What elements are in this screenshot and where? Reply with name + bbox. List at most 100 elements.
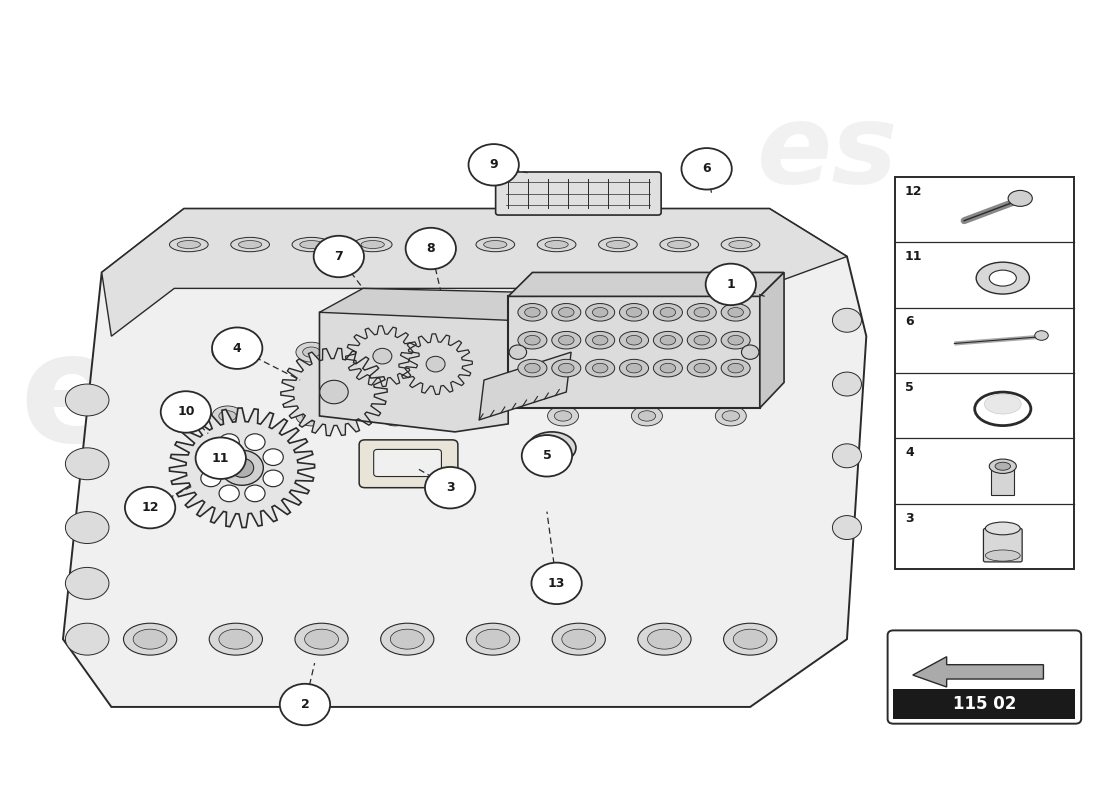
Circle shape [221,450,263,486]
Circle shape [219,434,240,450]
Circle shape [201,470,221,486]
FancyBboxPatch shape [888,630,1081,724]
Ellipse shape [381,623,433,655]
Circle shape [469,144,519,186]
Ellipse shape [694,335,710,345]
Text: 3: 3 [446,481,454,494]
Ellipse shape [722,331,750,349]
Circle shape [222,451,262,484]
Ellipse shape [975,392,1031,426]
Circle shape [314,236,364,278]
Ellipse shape [1035,330,1048,340]
Ellipse shape [559,363,574,373]
Circle shape [521,435,572,477]
Text: 11: 11 [905,250,923,263]
Text: es: es [757,99,899,206]
Ellipse shape [660,363,675,373]
Text: 8: 8 [427,242,436,255]
Ellipse shape [464,406,495,426]
Circle shape [219,485,240,502]
Polygon shape [63,209,867,707]
Ellipse shape [653,359,682,377]
Ellipse shape [525,363,540,373]
Ellipse shape [724,623,777,655]
Ellipse shape [548,342,579,362]
FancyBboxPatch shape [374,450,441,477]
Ellipse shape [390,630,425,649]
Ellipse shape [722,238,760,252]
Ellipse shape [989,270,1016,286]
Ellipse shape [585,303,615,321]
Ellipse shape [989,459,1016,474]
Ellipse shape [554,410,572,421]
Ellipse shape [552,359,581,377]
Text: 2: 2 [300,698,309,711]
FancyBboxPatch shape [496,172,661,215]
Ellipse shape [525,307,540,317]
Ellipse shape [722,410,739,421]
Text: a passion for parts since 1985: a passion for parts since 1985 [286,480,517,527]
Circle shape [706,264,756,305]
Polygon shape [169,408,315,527]
Text: 9: 9 [490,158,498,171]
Ellipse shape [415,238,453,252]
Circle shape [161,391,211,433]
Ellipse shape [361,241,384,249]
Ellipse shape [722,359,750,377]
Ellipse shape [729,241,752,249]
Text: eu: eu [20,326,232,474]
Circle shape [425,467,475,509]
Text: 3: 3 [905,512,914,525]
Ellipse shape [209,623,263,655]
Ellipse shape [619,331,649,349]
Ellipse shape [212,406,243,426]
Ellipse shape [65,623,109,655]
Ellipse shape [984,394,1021,414]
Ellipse shape [694,363,710,373]
Ellipse shape [626,363,641,373]
Circle shape [373,348,392,364]
Circle shape [279,684,330,726]
Ellipse shape [653,303,682,321]
Ellipse shape [484,241,507,249]
Ellipse shape [715,406,746,426]
FancyBboxPatch shape [895,177,1075,569]
Circle shape [406,228,455,270]
Ellipse shape [525,335,540,345]
Ellipse shape [722,347,739,358]
Ellipse shape [471,410,488,421]
Ellipse shape [598,238,637,252]
Ellipse shape [559,307,574,317]
Text: 4: 4 [905,446,914,459]
Text: 6: 6 [702,162,711,175]
Ellipse shape [660,307,675,317]
Ellipse shape [593,363,608,373]
Ellipse shape [212,342,243,362]
Ellipse shape [631,342,662,362]
Ellipse shape [133,630,167,649]
Ellipse shape [123,623,177,655]
Ellipse shape [976,262,1030,294]
Polygon shape [480,352,571,420]
Ellipse shape [593,335,608,345]
Ellipse shape [379,406,410,426]
Ellipse shape [65,567,109,599]
Ellipse shape [833,444,861,468]
Ellipse shape [741,345,759,359]
Text: 4: 4 [233,342,242,354]
Circle shape [245,485,265,502]
Ellipse shape [638,410,656,421]
Ellipse shape [65,512,109,543]
Ellipse shape [169,238,208,252]
Ellipse shape [464,342,495,362]
Circle shape [196,438,246,479]
Ellipse shape [537,438,566,458]
Ellipse shape [554,347,572,358]
Ellipse shape [552,331,581,349]
Polygon shape [280,348,387,436]
Ellipse shape [177,241,200,249]
FancyBboxPatch shape [893,689,1076,719]
Circle shape [263,470,284,486]
Ellipse shape [668,241,691,249]
Ellipse shape [231,238,270,252]
